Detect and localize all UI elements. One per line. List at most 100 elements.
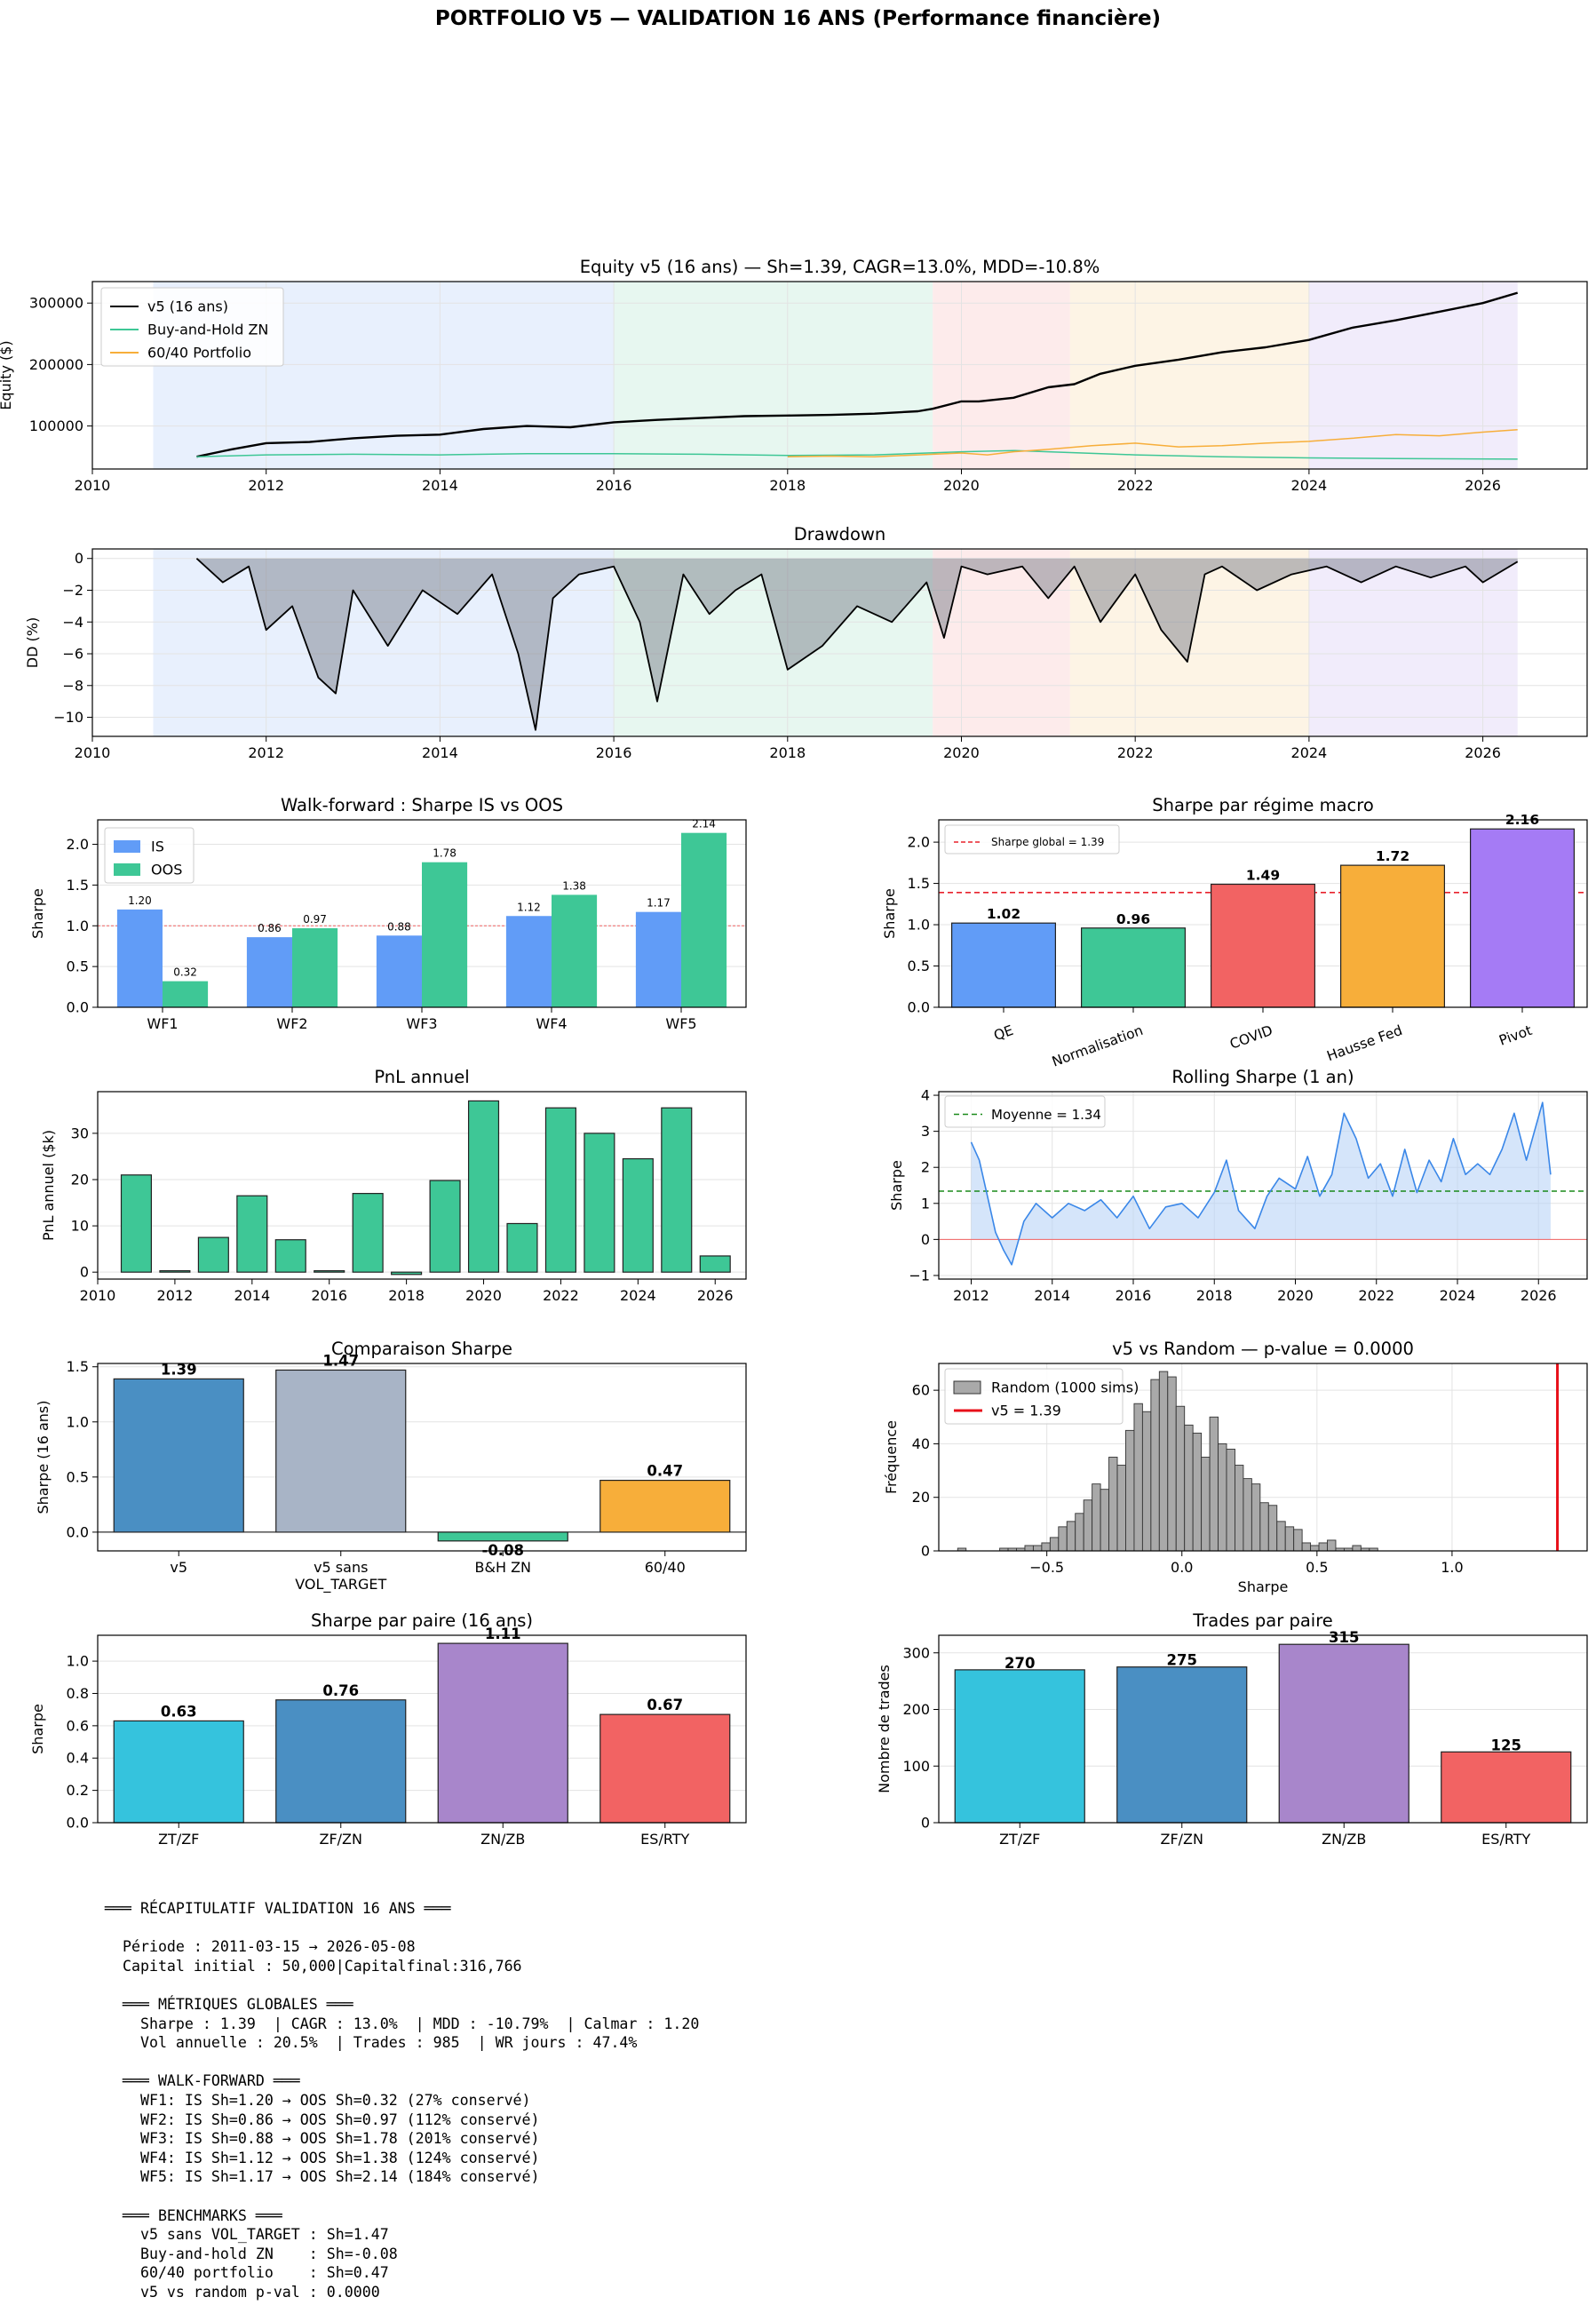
axes-frame bbox=[97, 1091, 747, 1280]
data-label: 1.11 bbox=[485, 1625, 521, 1642]
sharpe-compare-panel: 0.0 0.5 1.0 1.5 1.39 1.47 -0.08 0.47 v5 v5 sansVO… bbox=[35, 1339, 747, 1594]
x-tick-label: 2012 bbox=[157, 1287, 194, 1304]
bar-pivot bbox=[1469, 828, 1575, 1008]
histogram-bin bbox=[1218, 1443, 1227, 1552]
axes-frame bbox=[938, 1091, 1588, 1280]
x-tick-label: 2022 bbox=[543, 1287, 579, 1304]
axes-frame bbox=[97, 819, 747, 1008]
histogram-bin bbox=[1184, 1424, 1194, 1552]
legend bbox=[944, 1095, 1106, 1128]
histogram-bin bbox=[1058, 1526, 1068, 1552]
y-tick-label: 0.4 bbox=[67, 1750, 89, 1767]
x-tick-label: Pivot bbox=[1497, 1022, 1534, 1049]
histogram-bin bbox=[1175, 1405, 1186, 1552]
data-label: 0.86 bbox=[258, 922, 282, 934]
y-tick-label: 0 bbox=[921, 1231, 930, 1248]
x-tick-label: ES/RTY bbox=[1481, 1831, 1530, 1848]
y-tick-label: 200 bbox=[902, 1701, 930, 1718]
summary-line: ═══ MÉTRIQUES GLOBALES ═══ bbox=[105, 1995, 353, 2013]
bar-2026 bbox=[699, 1255, 731, 1273]
x-tick-label: 2016 bbox=[596, 477, 632, 494]
y-axis-label: Sharpe (16 ans) bbox=[35, 1401, 52, 1514]
regime-band bbox=[614, 282, 933, 469]
summary-line: Vol annuelle : 20.5% | Trades : 985 | WR… bbox=[105, 2034, 638, 2052]
histogram-bin bbox=[1083, 1499, 1093, 1552]
drawdown-panel: 2010 2012 2014 2016 2018 2020 2022 2024 2026 0 −2 −… bbox=[24, 524, 1588, 761]
histogram-bin bbox=[1259, 1502, 1269, 1552]
summary-line: Capital initial : 50,000|Capitalfinal:31… bbox=[105, 1957, 522, 1975]
x-tick-label: 2020 bbox=[943, 477, 980, 494]
histogram-bin bbox=[1327, 1539, 1337, 1552]
x-axis-label: Sharpe bbox=[1238, 1578, 1289, 1595]
chart-title: Equity v5 (16 ans) — Sh=1.39, CAGR=13.0%… bbox=[580, 257, 1100, 277]
rolling-sharpe-line bbox=[970, 1101, 1552, 1266]
data-label: 1.17 bbox=[647, 897, 671, 910]
regime-band bbox=[153, 549, 615, 736]
histogram-bin bbox=[1301, 1542, 1312, 1552]
histogram-bin bbox=[1150, 1379, 1160, 1552]
histogram-bin bbox=[1133, 1403, 1143, 1552]
regime-band bbox=[1069, 282, 1309, 469]
x-tick-label: 2020 bbox=[943, 744, 980, 761]
summary-line: Période : 2011-03-15 → 2026-05-08 bbox=[105, 1938, 416, 1956]
bar-zn-zb bbox=[437, 1642, 568, 1824]
bar-zt-zf bbox=[113, 1720, 244, 1824]
chart-title: Sharpe par régime macro bbox=[1152, 795, 1374, 815]
histogram-bin bbox=[1235, 1465, 1244, 1552]
data-label: 125 bbox=[1491, 1737, 1521, 1753]
histogram-bin bbox=[1116, 1465, 1126, 1552]
data-label: 0.63 bbox=[161, 1703, 197, 1720]
histogram-bin bbox=[1066, 1521, 1076, 1552]
x-tick-label: Hausse Fed bbox=[1325, 1022, 1405, 1064]
data-label: 1.02 bbox=[987, 906, 1020, 922]
y-tick-label: 20 bbox=[912, 1489, 930, 1506]
x-tick-label: 2022 bbox=[1117, 477, 1154, 494]
x-tick-label: WF4 bbox=[536, 1015, 567, 1032]
summary-line: v5 sans VOL_TARGET : Sh=1.47 bbox=[105, 2226, 389, 2244]
summary-line: WF3: IS Sh=0.88 → OOS Sh=1.78 (201% cons… bbox=[105, 2130, 540, 2148]
x-tick-label: 2012 bbox=[248, 477, 284, 494]
pair-sharpe-panel: 0.0 0.2 0.4 0.6 0.8 1.0 0.63 0.76 1.11 0.67 ZT/ZF Z… bbox=[29, 1610, 747, 1848]
x-tick-label: v5 sans bbox=[314, 1559, 368, 1576]
summary-line: WF4: IS Sh=1.12 → OOS Sh=1.38 (124% cons… bbox=[105, 2149, 540, 2166]
y-tick-label: 0.0 bbox=[67, 1523, 89, 1540]
drawdown-area bbox=[196, 558, 1518, 730]
x-tick-label: 2026 bbox=[697, 1287, 734, 1304]
x-tick-label: 2010 bbox=[80, 1287, 116, 1304]
y-tick-label: 100000 bbox=[29, 417, 83, 434]
bar-v5 bbox=[113, 1378, 244, 1533]
data-label: 0.88 bbox=[387, 920, 411, 933]
bar-es-rty bbox=[1441, 1751, 1572, 1824]
regime-band bbox=[933, 282, 1070, 469]
bar-2021 bbox=[506, 1222, 538, 1273]
legend-label: Random (1000 sims) bbox=[991, 1379, 1139, 1396]
bar-2023 bbox=[584, 1133, 615, 1273]
data-label: 1.12 bbox=[517, 901, 541, 913]
histogram-bin bbox=[1075, 1513, 1084, 1552]
bar-qe bbox=[950, 922, 1056, 1008]
bar-covid bbox=[1210, 883, 1315, 1008]
chart-title: Sharpe par paire (16 ans) bbox=[311, 1610, 533, 1631]
histogram-bin bbox=[1310, 1545, 1320, 1552]
legend-swatch bbox=[953, 1380, 981, 1395]
y-axis-label: Sharpe bbox=[29, 888, 46, 939]
bar-wf2-1 bbox=[292, 928, 338, 1007]
legend bbox=[944, 1368, 1124, 1425]
y-tick-label: 300 bbox=[902, 1644, 930, 1661]
y-tick-label: 0 bbox=[921, 1815, 930, 1832]
histogram-bin bbox=[1276, 1521, 1286, 1552]
x-tick-label: VOL_TARGET bbox=[295, 1576, 386, 1594]
x-tick-label: 2022 bbox=[1117, 744, 1154, 761]
summary-line: WF5: IS Sh=1.17 → OOS Sh=2.14 (184% cons… bbox=[105, 2168, 540, 2186]
x-tick-label: 2016 bbox=[596, 744, 632, 761]
y-tick-label: 3 bbox=[921, 1123, 930, 1140]
axes-frame bbox=[97, 1363, 747, 1552]
y-tick-label: 4 bbox=[921, 1087, 930, 1104]
x-tick-label: ZF/ZN bbox=[1161, 1831, 1203, 1848]
regime-band bbox=[1069, 549, 1309, 736]
y-tick-label: 2 bbox=[921, 1159, 930, 1176]
data-label: 1.39 bbox=[161, 1361, 197, 1378]
x-tick-label: WF2 bbox=[276, 1015, 307, 1032]
